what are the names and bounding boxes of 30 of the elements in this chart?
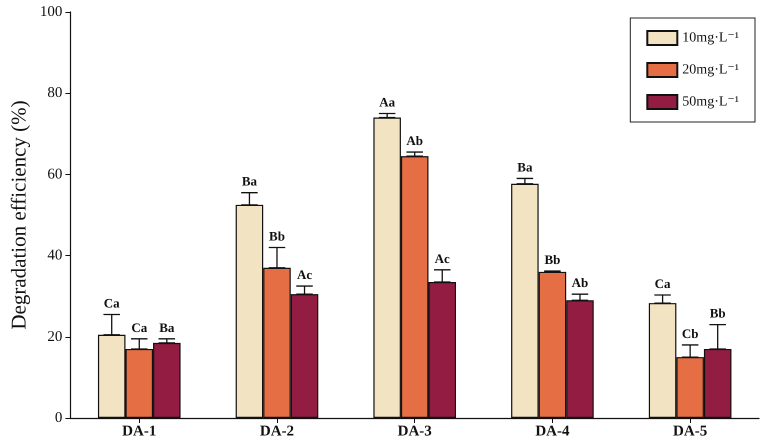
x-tick-label: DA-1 <box>122 424 156 440</box>
annotation: Ba <box>517 159 533 174</box>
annotation: Ac <box>296 267 312 282</box>
annotation: Ca <box>131 320 148 335</box>
y-tick-label: 0 <box>54 410 62 426</box>
x-tick-label: DA-2 <box>260 424 294 440</box>
y-tick-label: 40 <box>47 248 62 264</box>
annotation: Ba <box>159 320 175 335</box>
annotation: Aa <box>379 94 396 110</box>
x-tick-label: DA-5 <box>673 424 708 440</box>
y-tick-label: 80 <box>47 85 62 102</box>
x-tick-label: DA-3 <box>398 424 432 440</box>
legend-label: 20mg·L⁻¹ <box>682 62 740 78</box>
annotation: Ac <box>434 250 450 266</box>
annotation: Bb <box>269 228 285 244</box>
annotation: Ba <box>242 174 258 189</box>
y-tick-label: 100 <box>40 4 62 20</box>
annotation: Bb <box>710 306 726 321</box>
annotation: Ca <box>654 276 672 291</box>
legend-label: 10mg·L⁻¹ <box>682 30 740 46</box>
y-tick-label: 20 <box>47 328 62 345</box>
annotation: Ab <box>572 275 588 290</box>
x-tick-label: DA-4 <box>535 424 570 440</box>
y-axis-title: Degradation efficiency (%) <box>6 100 30 330</box>
annotation: Ca <box>104 295 120 310</box>
annotation: Bb <box>544 252 560 268</box>
legend-label: 50mg·L⁻¹ <box>682 94 740 110</box>
y-tick-label: 60 <box>47 166 62 182</box>
annotation: Cb <box>682 326 698 341</box>
annotation: Ab <box>406 133 424 148</box>
